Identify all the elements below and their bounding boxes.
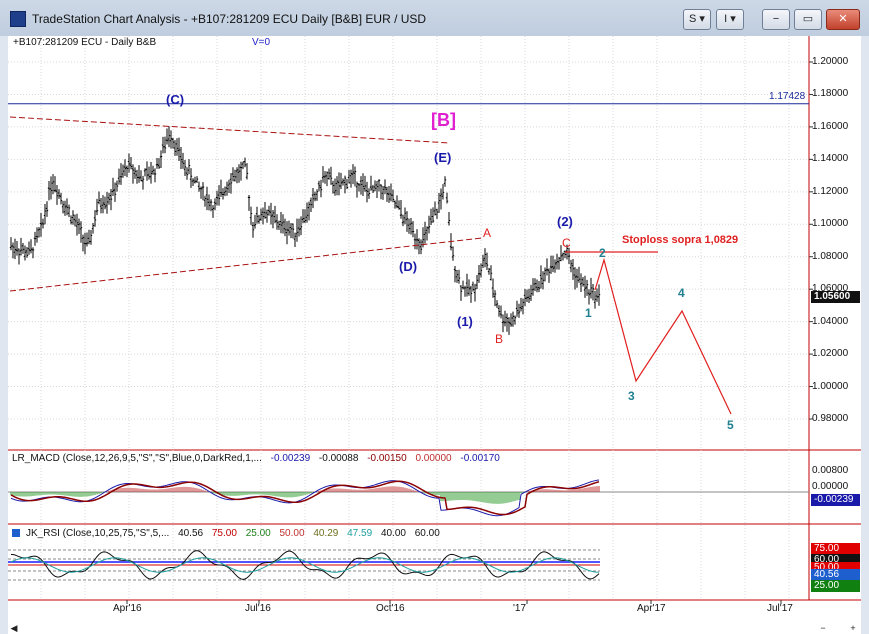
- close-button[interactable]: ✕: [826, 9, 860, 30]
- wave-label-5: 5: [727, 418, 734, 432]
- macd-axis-tick: 0.00000: [812, 481, 849, 492]
- zoom-in-icon[interactable]: +: [850, 623, 856, 633]
- wave-label-2: 2: [599, 246, 606, 260]
- window-title: TradeStation Chart Analysis - +B107:2812…: [32, 12, 427, 26]
- rsi-average-line: [10, 557, 600, 573]
- hline-price-label: 1.17428: [769, 91, 806, 102]
- minimize-button[interactable]: −: [762, 9, 790, 30]
- wave-label-D: (D): [399, 259, 418, 274]
- s-menu-button[interactable]: S ▾: [683, 9, 711, 30]
- date-axis-tick: Apr'17: [637, 603, 666, 614]
- macd-signal-line: [10, 480, 600, 516]
- wave-label-3: 3: [628, 389, 635, 403]
- price-axis-tick: 1.00000: [812, 380, 849, 392]
- date-axis-tick: Oct'16: [376, 603, 405, 614]
- symbol-status-line: +B107:281209 ECU - Daily B&B: [13, 37, 157, 48]
- rsi-value: 50.00: [279, 528, 305, 539]
- wave-label-C: (C): [166, 92, 185, 107]
- rsi-value: 40.29: [313, 528, 339, 539]
- macd-line: [10, 479, 600, 517]
- rsi-value: 75.00: [211, 528, 237, 539]
- projected-wave-path: [594, 257, 732, 415]
- rsi-label-row: JK_RSI (Close,10,25,75,"S",5,... 40.56 7…: [12, 528, 446, 539]
- price-axis-tick: 1.02000: [812, 348, 849, 360]
- price-axis-tick: 1.14000: [812, 153, 849, 165]
- macd-value: -0.00088: [318, 453, 359, 464]
- macd-value: -0.00170: [460, 453, 500, 464]
- price-axis-tick: 1.10000: [812, 218, 849, 230]
- date-axis-tick: Jul'17: [767, 603, 793, 614]
- rsi-level-tag: 40.56: [811, 569, 860, 581]
- tradestation-app-icon: [10, 11, 26, 27]
- rsi-value: 47.59: [347, 528, 373, 539]
- rsi-level-tag: 25.00: [811, 580, 860, 592]
- price-axis-tick: 1.08000: [812, 250, 849, 262]
- price-axis-tick: 1.04000: [812, 315, 849, 327]
- title-bar: TradeStation Chart Analysis - +B107:2812…: [0, 0, 869, 36]
- date-axis-tick: '17: [513, 603, 527, 614]
- indicator-color-swatch-icon: [12, 529, 20, 537]
- wave-label-C-small: C: [562, 236, 571, 250]
- price-axis-tick: 1.06000: [812, 283, 849, 295]
- wave-label-E: (E): [434, 150, 452, 165]
- wave-label-B-small: B: [495, 332, 504, 346]
- wave-label-2-paren: (2): [557, 214, 573, 229]
- price-axis-tick: 1.16000: [812, 120, 849, 132]
- price-axis-tick: 1.20000: [812, 56, 849, 67]
- rsi-line: [10, 550, 600, 580]
- macd-value: -0.00150: [367, 453, 407, 464]
- last-price-tag: 1.05600: [811, 291, 860, 303]
- macd-label-row: LR_MACD (Close,12,26,9,5,"S","S",Blue,0,…: [12, 453, 506, 464]
- price-axis-tick: 1.18000: [812, 88, 849, 100]
- rsi-value: 60.00: [414, 528, 440, 539]
- i-menu-button[interactable]: I ▾: [716, 9, 744, 30]
- macd-value: 0.00000: [415, 453, 452, 464]
- upper-trendline: [9, 116, 451, 144]
- rsi-value: 40.56: [178, 528, 204, 539]
- lower-trendline: [9, 237, 483, 292]
- chart-area[interactable]: [8, 36, 861, 634]
- rsi-level-tag: 75.00: [811, 543, 860, 555]
- date-axis-tick: Apr'16: [113, 603, 142, 614]
- zoom-out-icon[interactable]: −: [820, 623, 826, 633]
- wave-label-1-paren: (1): [457, 314, 473, 329]
- volume-status: V=0: [252, 37, 271, 48]
- date-axis-tick: Jul'16: [245, 603, 271, 614]
- macd-indicator-name: LR_MACD (Close,12,26,9,5,"S","S",Blue,0,…: [12, 453, 262, 464]
- rsi-value: 25.00: [245, 528, 271, 539]
- scroll-left-icon[interactable]: ◀: [10, 623, 18, 633]
- price-axis-tick: 0.98000: [812, 413, 849, 424]
- wave-label-B-box: [B]: [431, 110, 456, 130]
- macd-value: -0.00239: [270, 453, 311, 464]
- rsi-indicator-name: JK_RSI (Close,10,25,75,"S",5,...: [26, 528, 170, 539]
- maximize-button[interactable]: ▭: [794, 9, 822, 30]
- stoploss-label: Stoploss sopra 1,0829: [622, 234, 739, 246]
- macd-current-tag: -0.00239: [811, 494, 860, 506]
- rsi-value: 40.00: [380, 528, 406, 539]
- wave-label-A: A: [483, 226, 492, 240]
- wave-label-1: 1: [585, 306, 592, 320]
- macd-axis-tick: 0.00800: [812, 465, 849, 476]
- price-axis-tick: 1.12000: [812, 185, 849, 197]
- wave-label-4: 4: [678, 286, 685, 300]
